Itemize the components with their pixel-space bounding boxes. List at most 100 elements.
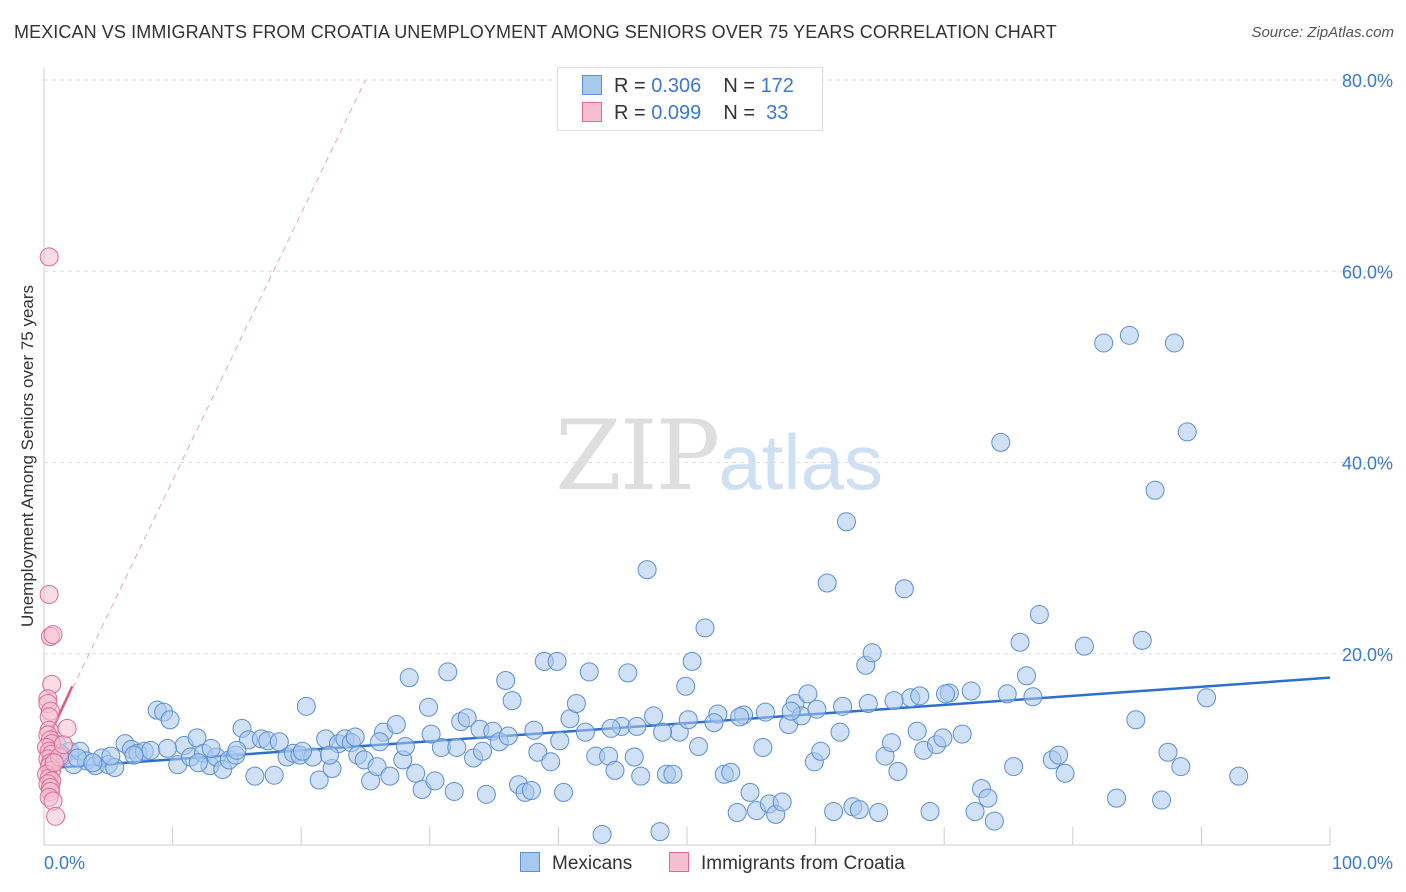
data-point-mexicans	[1152, 790, 1172, 810]
data-point-mexicans	[952, 724, 972, 744]
data-point-mexicans	[676, 676, 696, 696]
data-point-mexicans	[935, 684, 955, 704]
y-tick-label: 80.0%	[1342, 71, 1393, 91]
data-point-mexicans	[653, 722, 673, 742]
data-point-croatia	[43, 625, 63, 645]
data-point-mexicans	[862, 643, 882, 663]
data-point-mexicans	[1074, 636, 1094, 656]
data-point-mexicans	[894, 579, 914, 599]
data-point-mexicans	[961, 681, 981, 701]
data-point-mexicans	[438, 662, 458, 682]
legend-n-label: N =	[723, 75, 761, 97]
data-point-mexicans	[965, 802, 985, 822]
data-point-mexicans	[755, 702, 775, 722]
data-point-mexicans	[830, 722, 850, 742]
legend-r-label: R =	[614, 75, 652, 97]
data-point-mexicans	[419, 697, 439, 717]
y-tick-label: 60.0%	[1342, 262, 1393, 282]
data-point-mexicans	[631, 766, 651, 786]
data-point-mexicans	[309, 770, 329, 790]
data-point-mexicans	[554, 782, 574, 802]
data-point-mexicans	[727, 802, 747, 822]
data-point-mexicans	[682, 651, 702, 671]
data-point-mexicans	[881, 733, 901, 753]
data-point-mexicans	[753, 737, 773, 757]
data-point-mexicans	[444, 781, 464, 801]
data-point-mexicans	[476, 784, 496, 804]
data-point-croatia	[39, 584, 59, 604]
data-point-croatia	[39, 247, 59, 267]
bottom-legend-mexicans-label: Mexicans	[552, 853, 633, 874]
data-point-mexicans	[124, 745, 144, 765]
legend-swatch-mexicans	[582, 75, 602, 95]
data-point-mexicans	[292, 741, 312, 761]
data-point-mexicans	[1094, 333, 1114, 353]
tick-labels: 20.0% 40.0% 60.0% 80.0% 0.0% 100.0%	[44, 71, 1393, 873]
trend-line-croatia-extension	[43, 79, 366, 748]
data-point-mexicans	[1145, 480, 1165, 500]
data-point-croatia	[57, 718, 77, 738]
x-tick-label: 100.0%	[1332, 853, 1393, 873]
x-tick-label: 0.0%	[44, 853, 85, 873]
data-point-mexicans	[592, 824, 612, 844]
data-point-mexicans	[524, 720, 544, 740]
data-point-mexicans	[201, 738, 221, 758]
data-point-mexicans	[264, 765, 284, 785]
data-point-mexicans	[1017, 666, 1037, 686]
data-point-mexicans	[457, 708, 477, 728]
data-point-mexicans	[1010, 632, 1030, 652]
legend: R = 0.306 N = 172 R = 0.099 N = 33	[557, 67, 823, 131]
data-point-mexicans	[627, 716, 647, 736]
bottom-legend-mexicans: Mexicans	[520, 852, 632, 875]
grid-lines	[44, 79, 1392, 655]
data-point-mexicans	[406, 763, 426, 783]
data-point-mexicans	[498, 726, 518, 746]
data-point-mexicans	[1132, 630, 1152, 650]
data-point-mexicans	[689, 737, 709, 757]
data-point-mexicans	[386, 715, 406, 735]
y-tick-label: 40.0%	[1342, 454, 1393, 474]
data-point-mexicans	[101, 746, 121, 766]
data-point-croatia	[53, 735, 73, 755]
bottom-legend-swatch-croatia	[669, 852, 689, 872]
data-point-mexicans	[772, 792, 792, 812]
data-point-mexicans	[380, 766, 400, 786]
data-point-mexicans	[1158, 742, 1178, 762]
data-point-mexicans	[83, 753, 103, 773]
data-point-mexicans	[473, 741, 493, 761]
data-point-mexicans	[984, 811, 1004, 831]
data-point-mexicans	[807, 699, 827, 719]
data-point-mexicans	[550, 731, 570, 751]
data-point-mexicans	[605, 760, 625, 780]
data-point-mexicans	[1164, 333, 1184, 353]
data-point-mexicans	[663, 764, 683, 784]
data-point-mexicans	[740, 782, 760, 802]
data-point-mexicans	[1055, 763, 1075, 783]
data-point-mexicans	[644, 706, 664, 726]
data-point-mexicans	[624, 747, 644, 767]
data-point-mexicans	[245, 766, 265, 786]
data-point-mexicans	[637, 560, 657, 580]
data-point-mexicans	[618, 663, 638, 683]
data-point-mexicans	[991, 432, 1011, 452]
data-point-mexicans	[933, 728, 953, 748]
data-point-mexicans	[907, 721, 927, 741]
data-point-mexicans	[817, 573, 837, 593]
data-point-mexicans	[421, 724, 441, 744]
y-tick-label: 20.0%	[1342, 645, 1393, 665]
data-point-mexicans	[370, 732, 390, 752]
data-point-mexicans	[1004, 757, 1024, 777]
data-point-mexicans	[858, 693, 878, 713]
data-point-mexicans	[367, 757, 387, 777]
legend-n-value: 172	[760, 75, 794, 97]
data-point-mexicans	[502, 691, 522, 711]
data-point-mexicans	[695, 618, 715, 638]
data-points	[37, 247, 1249, 844]
legend-row-croatia: R = 0.099 N = 33	[582, 102, 788, 126]
data-point-mexicans	[399, 668, 419, 688]
legend-r-value: 0.306	[651, 75, 702, 97]
legend-n-value: 33	[760, 102, 789, 124]
data-point-mexicans	[345, 727, 365, 747]
data-point-mexicans	[798, 684, 818, 704]
chart-title: MEXICAN VS IMMIGRANTS FROM CROATIA UNEMP…	[14, 22, 1057, 42]
